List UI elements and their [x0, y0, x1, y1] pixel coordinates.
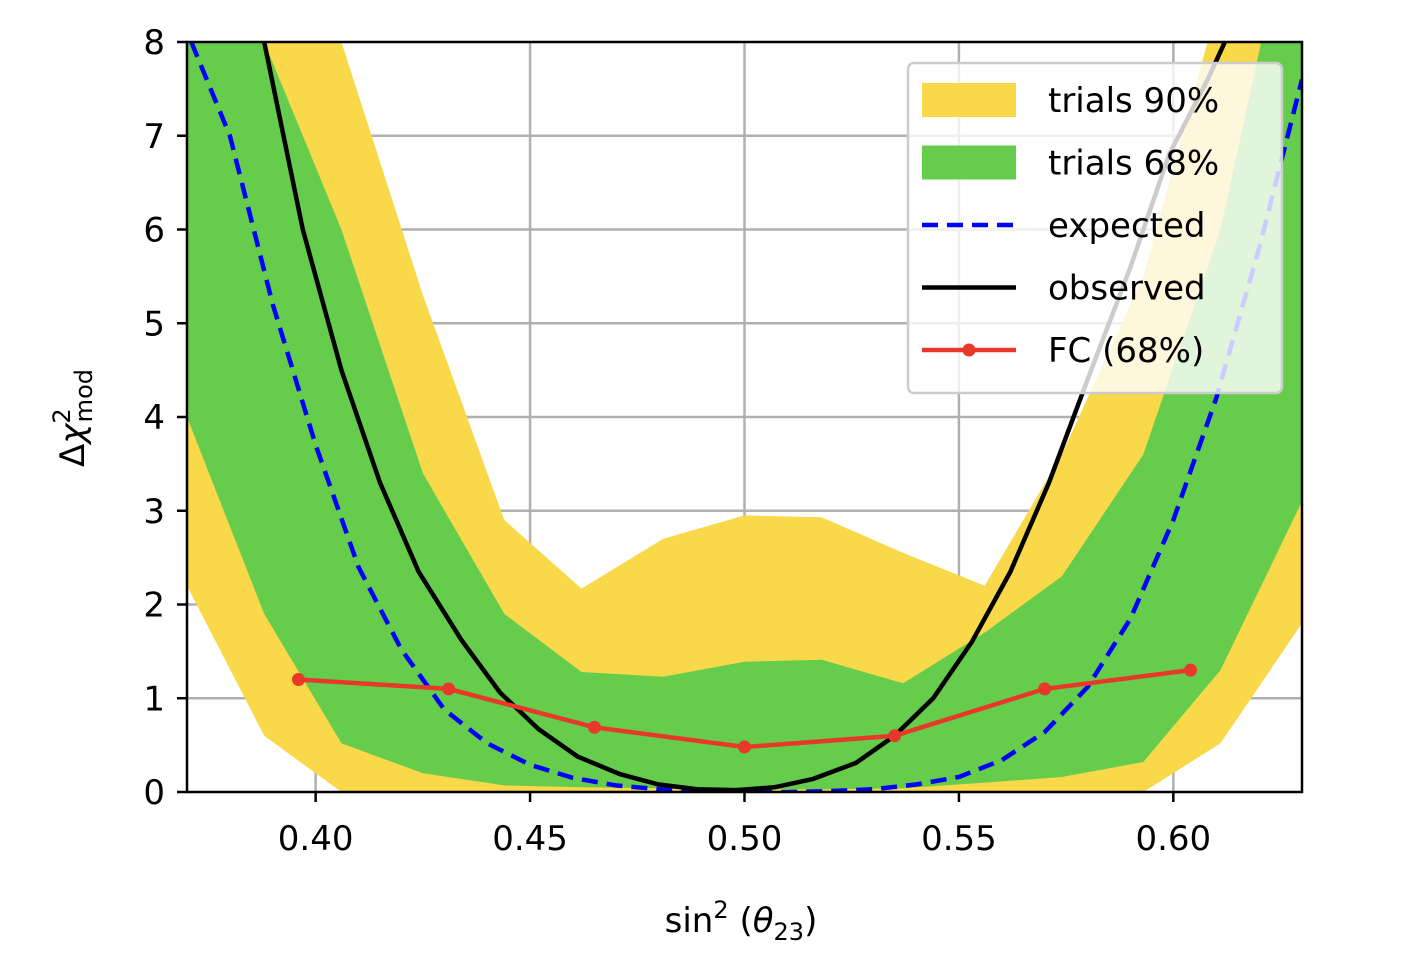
fc-point — [1184, 663, 1197, 677]
legend-label: FC (68%) — [1048, 331, 1204, 371]
legend-swatch-patch — [922, 145, 1016, 180]
series-expected-line — [189, 42, 1302, 792]
y-tick-label: 3 — [143, 492, 165, 532]
y-tick-label: 1 — [143, 679, 165, 719]
legend: trials 90% trials 68% expected observed FC (… — [906, 61, 1284, 395]
legend-label: expected — [1048, 206, 1205, 246]
y-tick-label: 6 — [143, 211, 165, 251]
legend-label: observed — [1048, 269, 1206, 309]
x-axis-label-open: ( — [729, 901, 753, 941]
x-tick-label: 0.40 — [278, 819, 354, 859]
x-axis-label-close: ) — [804, 901, 817, 941]
confidence-bands — [187, 42, 1302, 792]
legend-label: trials 68% — [1048, 144, 1219, 184]
fc-point — [888, 729, 902, 743]
x-tick-label: 0.60 — [1135, 819, 1211, 859]
fc-point — [442, 682, 456, 696]
fc-point — [1038, 682, 1052, 696]
legend-swatch-patch — [922, 83, 1016, 117]
x-axis-label-fn: sin — [665, 901, 714, 941]
y-tick-label: 4 — [143, 398, 165, 438]
y-tick-label: 8 — [143, 23, 165, 63]
fc-point — [292, 673, 305, 686]
x-tick-label: 0.45 — [492, 819, 568, 859]
axis-ticks: 0.40 0.45 0.50 0.55 0.60 0 1 2 3 4 5 6 7 8 — [143, 23, 1211, 859]
band-trials-68 — [187, 42, 1302, 790]
y-tick-label: 2 — [143, 586, 165, 626]
x-axis-label-theta: θ — [753, 901, 774, 941]
x-axis-label-sup: 2 — [713, 896, 728, 924]
y-tick-label: 0 — [143, 773, 165, 813]
x-axis-label-sub: 23 — [774, 918, 805, 946]
x-tick-label: 0.50 — [707, 819, 783, 859]
x-tick-label: 0.55 — [921, 819, 997, 859]
fc-point — [587, 720, 601, 734]
y-axis-label-delta: Δ — [53, 444, 93, 467]
y-axis-label-chi: χ — [53, 422, 93, 446]
y-tick-label: 7 — [143, 117, 165, 157]
y-tick-label: 5 — [143, 304, 165, 344]
y-axis-label: Δχ2mod — [48, 369, 98, 467]
y-axis-label-sup: 2 — [48, 408, 76, 423]
y-axis-label-sub: mod — [70, 369, 98, 422]
x-axis-label: sin2 (θ23) — [665, 896, 818, 946]
legend-label: trials 90% — [1048, 81, 1219, 121]
fc-point — [738, 740, 751, 754]
legend-swatch-marker — [962, 343, 976, 357]
